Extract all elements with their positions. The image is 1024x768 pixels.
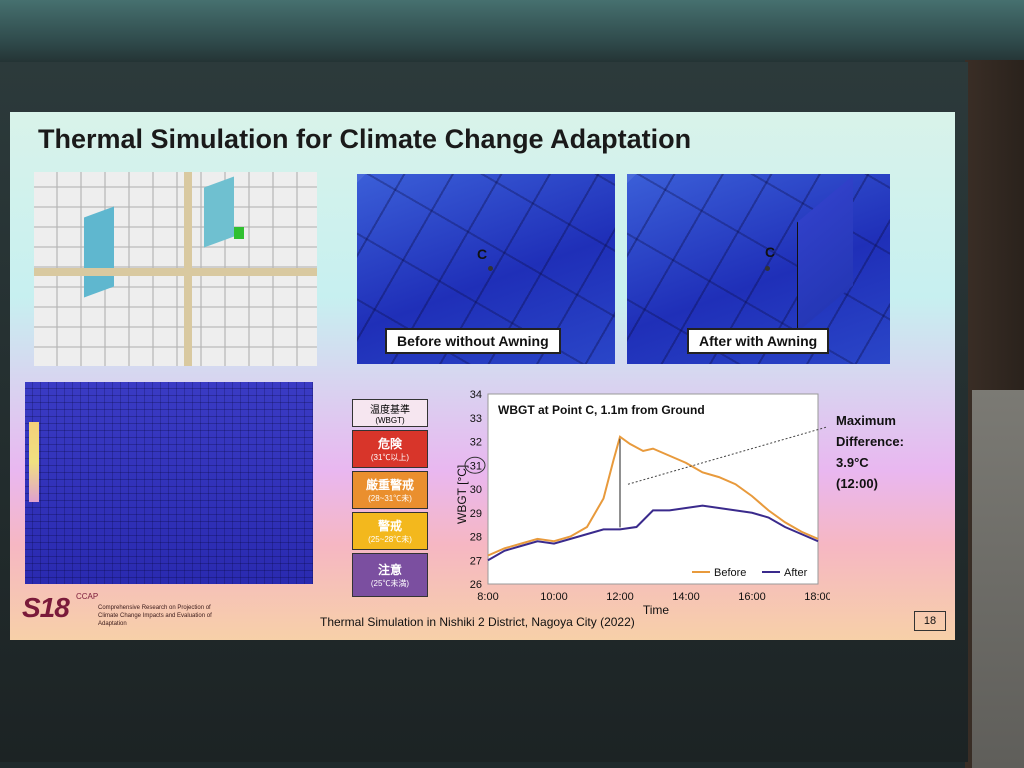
y-tick-label: 33: [470, 413, 482, 425]
legend-label: After: [784, 567, 808, 579]
series-line-before: [487, 435, 819, 557]
x-tick-label: 12:00: [606, 591, 634, 603]
x-tick-label: 14:00: [672, 591, 700, 603]
page-number: 18: [914, 611, 946, 631]
y-tick-label: 27: [470, 555, 482, 567]
thermal-heatmap: [25, 382, 313, 584]
legend-level-label: 注意: [377, 563, 402, 577]
chart-title: WBGT at Point C, 1.1m from Ground: [498, 403, 705, 417]
legend-level-range: (28~31℃未): [368, 494, 412, 503]
chart-plot-area: [487, 393, 819, 585]
annotation-line: 3.9°C: [836, 455, 869, 470]
wbgt-chart: WBGT at Point C, 1.1m from Ground WBGT […: [455, 389, 830, 617]
legend-level-caution: 注意 (25℃未満): [352, 553, 428, 597]
project-description: Comprehensive Research on Projection of …: [98, 605, 212, 627]
legend-header-label: 温度基準: [370, 405, 410, 416]
y-tick-label: 34: [470, 389, 482, 401]
heatmap-scale: [29, 422, 39, 502]
after-caption: After with Awning: [687, 328, 830, 354]
x-tick-label: 16:00: [738, 591, 766, 603]
footer-caption: Thermal Simulation in Nishiki 2 District…: [320, 615, 635, 629]
x-tick-label: 8:00: [477, 591, 498, 603]
point-c-marker: [765, 266, 770, 271]
room-ceiling: [0, 0, 1024, 70]
chart-ylabel: WBGT [°C]: [455, 465, 469, 524]
highlight-circle: [464, 456, 486, 474]
legend-level-range: (25~28℃未): [368, 535, 412, 544]
wbgt-legend: 温度基準 (WBGT) 危険 (31℃以上) 厳重警戒 (28~31℃未) 警戒…: [352, 399, 430, 597]
max-difference-annotation: Maximum Difference: 3.9°C (12:00): [836, 410, 904, 494]
y-tick-label: 32: [470, 437, 482, 449]
y-tick-label: 28: [470, 532, 482, 544]
x-tick-label: 18:00: [804, 591, 830, 603]
legend-level-range: (31℃以上): [370, 453, 410, 462]
legend-level-label: 警戒: [377, 519, 402, 533]
y-tick-label: 30: [470, 484, 482, 496]
annotation-line: Difference:: [836, 434, 904, 449]
before-caption: Before without Awning: [385, 328, 561, 354]
annotation-line: Maximum: [836, 413, 896, 428]
simulation-after: C After with Awning: [627, 174, 890, 364]
slide-title: Thermal Simulation for Climate Change Ad…: [38, 124, 692, 154]
legend-label: Before: [714, 567, 746, 579]
legend-level-severe: 厳重警戒 (28~31℃未): [352, 471, 428, 509]
legend-level-danger: 危険 (31℃以上): [352, 430, 428, 468]
point-c-marker: [488, 266, 493, 271]
legend-header-sub: (WBGT): [375, 416, 405, 425]
presentation-slide: Thermal Simulation for Climate Change Ad…: [10, 112, 955, 640]
annotation-line: (12:00): [836, 476, 878, 491]
y-tick-label: 26: [470, 579, 482, 591]
series-line-after: [487, 504, 819, 562]
simulation-before: C Before without Awning: [357, 174, 615, 364]
legend-level-warning: 警戒 (25~28℃未): [352, 512, 428, 550]
point-c-label: C: [765, 244, 776, 260]
x-tick-label: 10:00: [540, 591, 568, 603]
s18-logo: S18: [22, 592, 70, 623]
ccap-logo-text: CCAP: [76, 592, 99, 601]
legend-level-label: 危険: [377, 437, 402, 451]
awning-shape: [797, 175, 853, 333]
legend-level-range: (25℃未満): [370, 579, 410, 588]
y-tick-label: 29: [470, 508, 482, 520]
point-c-label: C: [477, 246, 488, 262]
y-tick-label: 31: [470, 460, 482, 472]
chart-xlabel: Time: [643, 603, 670, 617]
legend-level-label: 厳重警戒: [365, 478, 414, 492]
city-3d-model: [34, 172, 317, 366]
legend-header: 温度基準 (WBGT): [352, 399, 428, 427]
room-side-panel: [972, 390, 1024, 768]
